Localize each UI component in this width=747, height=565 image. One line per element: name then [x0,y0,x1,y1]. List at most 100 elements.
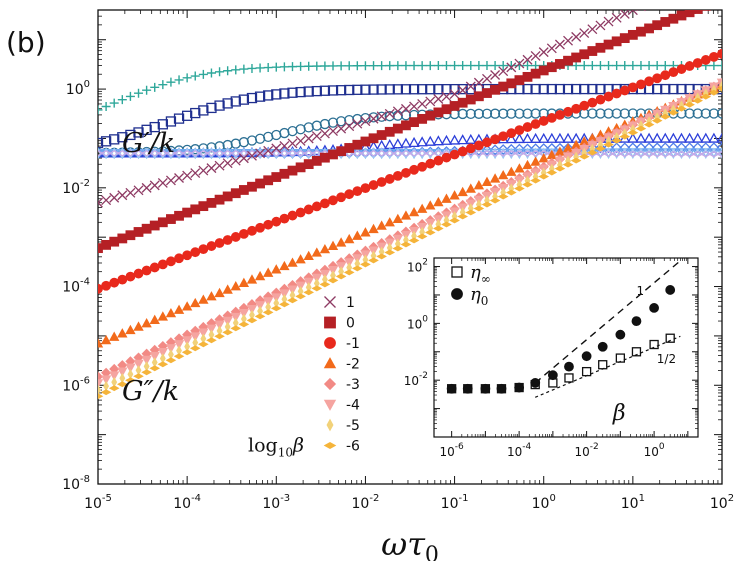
inset-point-eta-0 [446,383,457,394]
storage-point [587,108,598,119]
loss-point [360,183,371,193]
storage-point [109,134,120,145]
loss-point [198,328,209,338]
loss-point [190,247,201,258]
loss-point [222,316,233,327]
loss-point [206,197,217,208]
loss-point [352,118,363,129]
loss-point [611,36,622,47]
loss-point [692,58,703,68]
loss-point [652,20,663,31]
storage-point [294,150,307,157]
storage-point [699,150,712,158]
loss-point [449,101,460,111]
x-tick-label: 100 [532,493,556,512]
storage-point [692,132,704,143]
loss-point [619,85,630,96]
loss-point [263,297,274,307]
loss-point [587,97,598,108]
loss-point [668,67,679,78]
storage-point [416,136,428,147]
storage-point [473,108,485,119]
inset-point-eta-0 [480,383,491,394]
loss-point [246,274,258,284]
loss-point [408,237,420,244]
storage-point [125,129,136,141]
storage-point [150,82,160,92]
loss-point [368,133,379,144]
storage-point [417,61,427,71]
storage-point [98,150,104,157]
loss-point [166,256,176,267]
storage-point [465,108,476,120]
storage-point [254,150,266,157]
loss-point [173,304,185,314]
storage-point [108,150,121,157]
loss-point [247,225,257,236]
storage-point [335,116,347,127]
x-tick-label: 102 [710,493,734,512]
storage-point [513,150,526,157]
loss-point [700,10,711,11]
loss-point [149,220,160,231]
loss-point [416,203,428,213]
loss-point [352,230,363,240]
x-tick-label: 10-2 [352,493,380,512]
storage-point [140,150,153,157]
loss-point [182,170,193,181]
storage-point [490,61,500,71]
loss-series--2 [98,79,722,348]
panel-label: (b) [6,26,46,59]
storage-point [400,84,412,95]
storage-point [522,143,533,155]
loss-point [538,47,549,58]
inset-x-tick-label: 100 [644,442,665,459]
loss-point [182,207,193,218]
loss-point [644,76,654,87]
loss-point [133,268,144,279]
loss-point [660,70,671,81]
x-tick-label: 101 [621,493,645,512]
storage-point [302,150,315,157]
loss-point [425,200,436,210]
loss-point [133,321,144,331]
loss-point [181,301,193,311]
loss-point [336,146,347,157]
storage-point [319,85,331,96]
loss-point [676,105,687,112]
storage-point [189,150,202,157]
loss-point [247,150,257,161]
storage-point [98,105,103,115]
loss-point [295,207,306,218]
loss-point [98,197,103,208]
storage-point [659,150,672,158]
storage-point [627,132,639,143]
loss-point [100,334,112,345]
loss-point [392,213,404,224]
loss-point [109,192,120,203]
storage-point [408,84,420,95]
storage-point [230,96,241,107]
loss-point [700,93,712,100]
storage-point [554,83,566,95]
loss-point [400,103,411,114]
loss-point [692,97,704,104]
loss-point [376,177,387,187]
inset-point-eta-0 [530,378,541,388]
loss-point [457,146,468,157]
loss-point [295,254,306,264]
main-plot: 10-5 10-4 10-3 10-2 10-1 100 101 10210010-210-4… [62,0,734,512]
storage-point [100,136,112,147]
loss-point [449,149,460,160]
loss-point [117,274,128,285]
y-tick-label: 10-6 [62,375,90,394]
loss-point [563,55,573,66]
storage-point [206,68,216,78]
loss-point [718,0,727,4]
storage-point [709,61,719,71]
storage-point [432,135,444,146]
loss-point [344,121,355,132]
loss-point [238,308,250,319]
loss-point [149,262,160,273]
storage-point [367,150,380,157]
